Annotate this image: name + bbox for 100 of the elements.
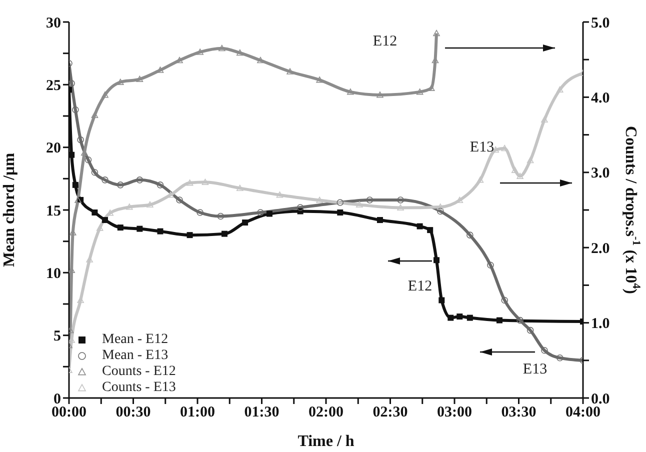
point — [397, 204, 404, 211]
point — [186, 180, 194, 186]
point — [84, 156, 92, 164]
point — [266, 210, 272, 217]
point — [157, 228, 164, 234]
y-axis-title: Mean chord /µm — [0, 152, 18, 268]
point — [102, 176, 108, 184]
y-tick-label: 15 — [46, 203, 61, 220]
y-tick-label: 10 — [46, 266, 61, 282]
x-tick-label: 01:30 — [244, 404, 280, 421]
point — [202, 178, 209, 185]
point — [136, 226, 143, 232]
point — [487, 262, 494, 269]
point — [276, 192, 284, 198]
point — [77, 136, 84, 144]
legend-label: Mean - E12 — [102, 332, 168, 348]
point — [146, 201, 154, 208]
point — [436, 208, 444, 215]
x-tick-label: 04:00 — [566, 404, 600, 421]
point — [156, 66, 164, 73]
point — [438, 297, 445, 304]
point — [347, 88, 354, 95]
y-tick-label: 5 — [54, 328, 61, 345]
point — [186, 232, 193, 238]
y2-tick-label: 0.0 — [591, 391, 610, 408]
x-tick-label: 03:00 — [437, 404, 472, 421]
point — [466, 232, 474, 238]
point — [526, 326, 534, 334]
point — [102, 92, 108, 98]
y-tick-label: 0 — [54, 391, 61, 408]
point — [196, 209, 204, 216]
annotation: E12 — [408, 278, 432, 294]
point — [397, 196, 404, 204]
point — [376, 217, 383, 224]
point — [136, 176, 144, 184]
point — [176, 196, 183, 204]
point — [456, 314, 463, 320]
point — [136, 76, 144, 82]
point — [236, 49, 244, 56]
point — [72, 182, 78, 188]
point — [526, 156, 534, 164]
x-tick-label: 00:00 — [52, 404, 86, 421]
point — [296, 204, 304, 211]
y-tick-label: 30 — [46, 15, 61, 32]
point — [316, 76, 323, 83]
point — [516, 172, 524, 179]
point — [126, 204, 133, 210]
point — [316, 196, 323, 204]
x-tick-label: 00:30 — [116, 404, 151, 421]
point — [257, 209, 264, 216]
point — [221, 230, 228, 237]
annotation: E13 — [470, 139, 494, 156]
point — [541, 116, 548, 123]
point — [286, 68, 294, 74]
point — [541, 346, 548, 354]
x-tick-label: 03:30 — [501, 404, 536, 421]
point — [218, 44, 226, 52]
point — [257, 56, 264, 64]
x-tick-label: 02:30 — [372, 404, 408, 421]
x-tick-label: 02:00 — [308, 404, 344, 421]
annotation: E13 — [522, 361, 548, 378]
point — [117, 182, 124, 188]
point — [69, 80, 75, 87]
legend-label: Counts - E13 — [102, 380, 176, 396]
y2-tick-label: 5.0 — [591, 15, 610, 32]
point — [72, 106, 79, 114]
point — [196, 48, 204, 55]
y2-tick-label: 2.0 — [591, 240, 610, 257]
point — [433, 30, 440, 36]
point — [69, 152, 75, 158]
point — [434, 257, 440, 264]
point — [436, 204, 444, 210]
annotation: E12 — [372, 33, 398, 50]
point — [217, 212, 224, 220]
point — [337, 210, 344, 216]
point — [86, 256, 93, 262]
point — [96, 224, 104, 231]
point — [496, 317, 502, 324]
point — [416, 88, 424, 95]
point — [102, 217, 108, 224]
point — [501, 296, 508, 304]
point — [466, 314, 473, 321]
point — [356, 201, 363, 208]
point — [416, 223, 423, 230]
legend-label: Counts - E12 — [102, 364, 176, 380]
point — [556, 86, 564, 92]
point — [448, 314, 454, 321]
x-axis-title: Time / h — [298, 433, 354, 450]
point — [511, 166, 518, 173]
point — [176, 56, 183, 64]
point — [336, 199, 344, 206]
point — [366, 196, 374, 204]
point — [427, 227, 434, 234]
point — [92, 210, 98, 216]
point — [376, 92, 384, 98]
x-tick-label: 01:00 — [180, 404, 215, 421]
point — [91, 169, 98, 176]
y2-tick-label: 4.0 — [591, 90, 610, 107]
point — [91, 112, 98, 118]
y2-tick-label: 1.0 — [591, 316, 610, 332]
